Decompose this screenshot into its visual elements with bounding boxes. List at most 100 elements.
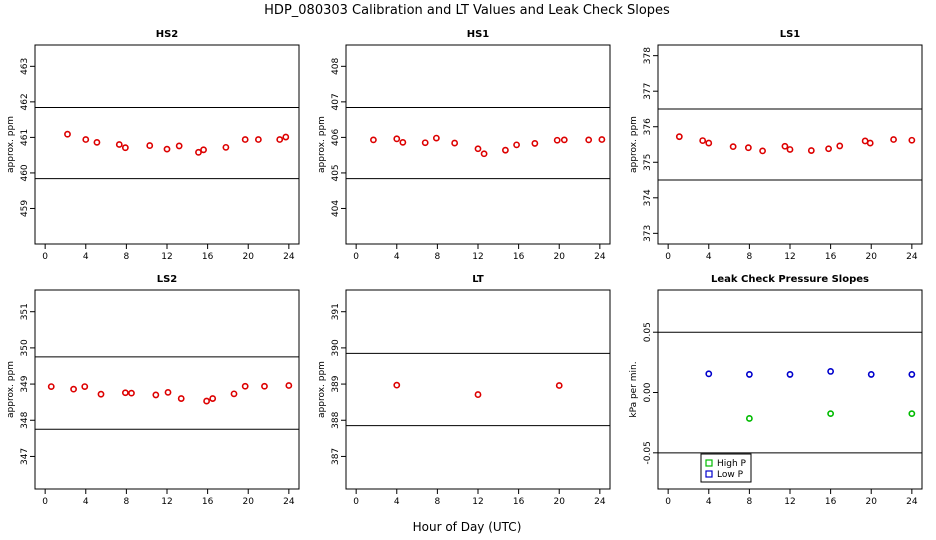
data-point bbox=[513, 141, 520, 149]
data-point bbox=[759, 147, 766, 155]
data-point bbox=[866, 139, 874, 147]
data-point bbox=[64, 130, 71, 138]
data-point bbox=[827, 410, 835, 418]
x-tick-label: 12 bbox=[784, 497, 795, 507]
data-point bbox=[705, 139, 713, 147]
x-tick-label: 4 bbox=[83, 497, 89, 507]
data-point bbox=[146, 142, 154, 149]
y-tick-label: 378 bbox=[643, 47, 653, 64]
x-tick-label: 8 bbox=[124, 252, 130, 262]
x-tick-label: 16 bbox=[202, 497, 214, 507]
data-point bbox=[241, 382, 249, 390]
legend-label: Low P bbox=[717, 470, 744, 480]
data-point bbox=[209, 395, 217, 402]
data-point bbox=[560, 136, 568, 144]
data-point bbox=[745, 371, 753, 378]
data-point bbox=[786, 371, 794, 378]
data-point bbox=[177, 395, 185, 402]
legend-marker bbox=[705, 459, 713, 467]
x-tick-label: 0 bbox=[353, 252, 359, 262]
panel-title: LS2 bbox=[157, 274, 178, 285]
x-tick-label: 20 bbox=[243, 252, 255, 262]
panel-title: Leak Check Pressure Slopes bbox=[711, 274, 869, 285]
y-tick-label: 349 bbox=[20, 375, 30, 392]
y-tick-label: 0.00 bbox=[643, 382, 653, 402]
data-point bbox=[908, 371, 916, 378]
y-tick-label: 388 bbox=[331, 411, 341, 428]
data-point bbox=[890, 136, 897, 143]
data-point bbox=[121, 389, 129, 397]
data-point bbox=[908, 410, 916, 418]
data-point bbox=[47, 383, 55, 391]
panel-leak-check-pressure-slopes: Leak Check Pressure Slopes kPa per min. 0 4… bbox=[629, 274, 923, 507]
data-point bbox=[699, 137, 707, 144]
x-tick-label: 24 bbox=[594, 252, 606, 262]
y-tick-label: 390 bbox=[331, 339, 341, 356]
plot-frame bbox=[345, 44, 611, 245]
data-point bbox=[282, 133, 290, 141]
y-tick-label: 462 bbox=[20, 93, 30, 110]
y-tick-label: 408 bbox=[331, 57, 341, 74]
data-point bbox=[553, 136, 561, 144]
panel-hs2: HS2 approx. ppm 0 4 8 12 16 20 24 459 460 461 462 463 bbox=[6, 29, 300, 262]
y-tick-label: 377 bbox=[643, 83, 653, 100]
x-tick-label: 0 bbox=[353, 497, 359, 507]
y-tick-label: 391 bbox=[331, 303, 341, 320]
x-tick-label: 24 bbox=[283, 252, 295, 262]
x-tick-label: 12 bbox=[161, 497, 172, 507]
y-tick-label: 376 bbox=[643, 118, 653, 135]
x-tick-label: 8 bbox=[435, 497, 441, 507]
data-point bbox=[585, 136, 593, 144]
data-point bbox=[222, 143, 230, 151]
data-point bbox=[474, 145, 482, 153]
y-tick-label: 404 bbox=[331, 200, 341, 217]
data-point bbox=[285, 382, 293, 389]
data-point bbox=[121, 144, 129, 152]
legend-label: High P bbox=[717, 459, 747, 469]
data-point bbox=[203, 397, 210, 405]
x-axis-label: Hour of Day (UTC) bbox=[413, 520, 522, 534]
panel-ls1: LS1 approx. ppm 0 4 8 12 16 20 24 373 374 375 376 377… bbox=[629, 29, 923, 262]
data-point bbox=[399, 138, 407, 146]
data-point bbox=[97, 390, 105, 398]
data-point bbox=[705, 370, 713, 378]
y-tick-label: 350 bbox=[20, 339, 30, 356]
data-point bbox=[786, 146, 794, 153]
y-axis-label: approx. ppm bbox=[6, 116, 16, 173]
plot-frame bbox=[657, 44, 923, 245]
x-tick-label: 0 bbox=[42, 497, 48, 507]
x-tick-label: 20 bbox=[866, 252, 878, 262]
x-tick-label: 24 bbox=[594, 497, 606, 507]
x-tick-label: 20 bbox=[554, 252, 566, 262]
panel-title: LT bbox=[472, 274, 484, 285]
y-tick-label: 460 bbox=[20, 164, 30, 181]
data-point bbox=[241, 136, 249, 143]
data-point bbox=[825, 145, 832, 153]
data-point bbox=[807, 147, 815, 154]
data-point bbox=[480, 150, 488, 158]
panel-title: LS1 bbox=[780, 29, 801, 40]
y-tick-label: 407 bbox=[331, 93, 341, 110]
data-point bbox=[276, 136, 284, 143]
data-point bbox=[93, 138, 101, 146]
plot-frame bbox=[657, 289, 923, 490]
x-tick-label: 20 bbox=[243, 497, 255, 507]
y-tick-label: 351 bbox=[20, 303, 30, 320]
x-tick-label: 4 bbox=[394, 497, 400, 507]
data-point bbox=[729, 143, 737, 151]
x-tick-label: 16 bbox=[202, 252, 214, 262]
data-point bbox=[781, 142, 789, 150]
x-tick-label: 20 bbox=[866, 497, 878, 507]
y-tick-label: 375 bbox=[643, 154, 653, 171]
x-tick-label: 12 bbox=[161, 252, 172, 262]
x-tick-label: 0 bbox=[665, 252, 671, 262]
data-point bbox=[451, 139, 459, 147]
data-point bbox=[195, 148, 202, 156]
x-tick-label: 12 bbox=[472, 252, 483, 262]
data-point bbox=[370, 136, 377, 144]
y-axis-label: approx. ppm bbox=[317, 361, 327, 418]
data-point bbox=[867, 371, 875, 378]
x-tick-label: 24 bbox=[283, 497, 295, 507]
data-point bbox=[836, 142, 844, 150]
